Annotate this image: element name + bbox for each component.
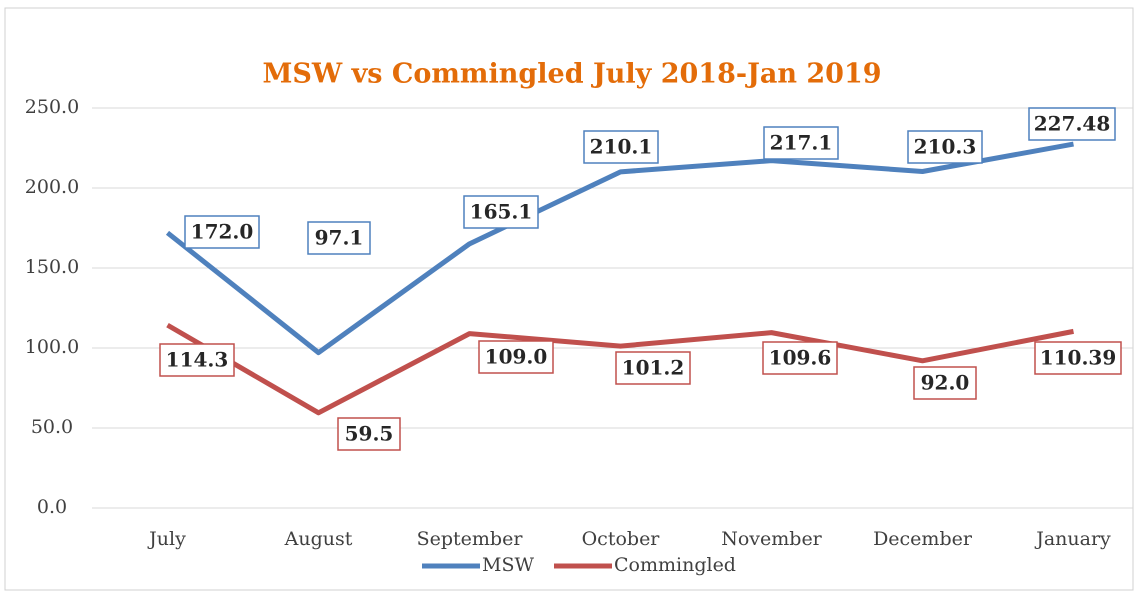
data-label-box <box>615 351 691 385</box>
data-label: 210.3 <box>914 135 977 159</box>
legend-label: Commingled <box>614 554 736 576</box>
data-label: 217.1 <box>770 131 833 155</box>
y-tick-label: 0.0 <box>37 496 67 518</box>
data-label-box <box>583 130 659 164</box>
line-series <box>166 322 1074 416</box>
data-label: 110.39 <box>1040 346 1117 370</box>
x-tick-label: December <box>873 528 973 550</box>
x-tick-label: July <box>147 528 186 550</box>
y-tick-label: 100.0 <box>25 336 79 358</box>
x-tick-label: September <box>417 528 524 550</box>
data-label: 59.5 <box>345 422 394 446</box>
x-tick-label: October <box>582 528 661 550</box>
y-tick-label: 50.0 <box>31 416 73 438</box>
data-label-box <box>337 417 401 451</box>
data-label-box <box>913 366 977 400</box>
data-label-box <box>907 130 983 164</box>
data-label-box <box>478 340 554 374</box>
x-tick-label: November <box>721 528 822 550</box>
y-tick-label: 150.0 <box>25 256 79 278</box>
data-label: 114.3 <box>166 348 229 372</box>
chart-border <box>4 7 1134 591</box>
x-tick-label: January <box>1034 528 1111 550</box>
chart-title: MSW vs Commingled July 2018-Jan 2019 <box>262 59 881 90</box>
data-label: 101.2 <box>622 356 685 380</box>
line-series <box>165 141 1074 356</box>
data-label: 172.0 <box>191 220 254 244</box>
data-label-box <box>463 195 539 229</box>
data-label-box <box>307 221 371 255</box>
data-label: 109.6 <box>769 346 832 370</box>
data-label: 109.0 <box>485 345 548 369</box>
data-label: 92.0 <box>921 371 970 395</box>
data-label-box <box>184 215 260 249</box>
data-label-box <box>762 341 838 375</box>
y-tick-label: 200.0 <box>25 176 79 198</box>
data-label-box <box>159 343 235 377</box>
data-label-box <box>763 126 839 160</box>
data-label: 165.1 <box>470 200 533 224</box>
data-label-box <box>1028 107 1116 141</box>
legend-label: MSW <box>482 554 534 576</box>
y-tick-label: 250.0 <box>25 96 79 118</box>
data-label: 227.48 <box>1034 112 1111 136</box>
data-label: 97.1 <box>315 226 364 250</box>
x-tick-label: August <box>284 528 353 550</box>
data-label: 210.1 <box>590 135 653 159</box>
data-label-box <box>1034 341 1122 375</box>
